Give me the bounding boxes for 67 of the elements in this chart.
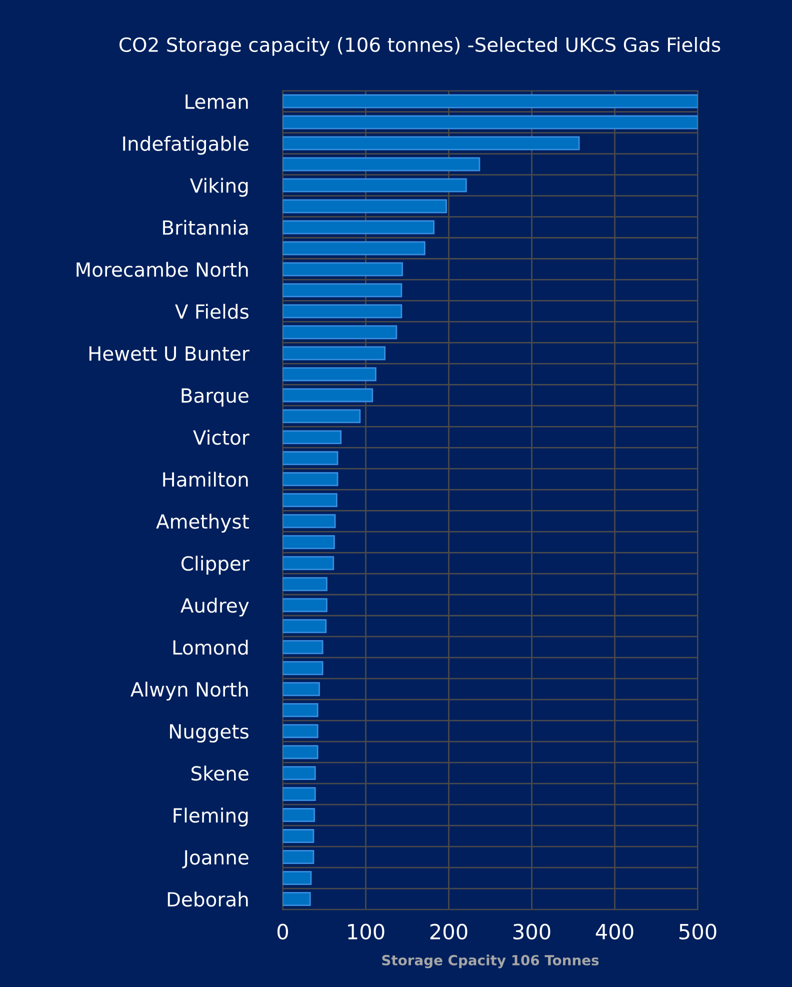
y-tick-label: Barque: [182, 388, 248, 407]
bar: [282, 178, 467, 192]
y-tick-label: Audrey: [180, 598, 249, 617]
y-tick-label: Indefatigable: [123, 136, 248, 155]
bar: [282, 661, 324, 676]
x-tick-label: 400: [596, 924, 634, 940]
bar: [282, 199, 447, 214]
bar: [282, 556, 334, 570]
bar: [282, 850, 314, 864]
bar: [282, 535, 335, 550]
x-tick-label: 300: [513, 924, 550, 940]
bar: [282, 220, 434, 234]
bar: [282, 682, 320, 696]
y-tick-label: Victor: [193, 430, 250, 445]
y-tick-label: Alwyn North: [130, 682, 248, 701]
bar: [282, 367, 376, 382]
y-tick-label: Skene: [192, 766, 248, 781]
y-tick-label: Joanne: [182, 850, 248, 868]
bar: [282, 577, 328, 592]
bar: [282, 283, 402, 298]
bar: [282, 598, 328, 612]
bar: [282, 115, 698, 130]
bar: [282, 787, 316, 802]
x-tick-label: 500: [679, 924, 716, 940]
y-tick-label: Hewett U Bunter: [89, 346, 250, 361]
bar: [282, 430, 342, 444]
bar: [282, 829, 314, 844]
bar: [282, 472, 338, 486]
bar: [282, 493, 338, 508]
bar: [282, 409, 361, 424]
bar: [282, 136, 580, 150]
bar: [282, 640, 324, 654]
y-tick-label: Amethyst: [156, 514, 249, 533]
bar: [282, 724, 318, 738]
bar: [282, 451, 338, 466]
x-axis-title: Storage Cpacity 106 Tonnes: [382, 954, 599, 968]
chart-title: CO2 Storage capacity (106 tonnes) -Selected UKCS Gas Fields: [120, 36, 720, 56]
bar: [282, 703, 318, 718]
x-tick-label: 0: [277, 924, 288, 940]
x-tick-label: 200: [430, 924, 468, 940]
y-tick-label: Clipper: [181, 556, 250, 575]
bar: [282, 871, 312, 886]
y-tick-label: Fleming: [174, 808, 248, 826]
y-tick-label: V Fields: [175, 304, 248, 319]
x-tick-label: 100: [348, 924, 384, 940]
y-tick-label: Viking: [190, 178, 248, 197]
y-tick-label: Lomond: [173, 640, 248, 655]
bar: [282, 304, 402, 318]
y-tick-label: Hamilton: [163, 472, 248, 487]
bar: [282, 619, 327, 634]
bar: [282, 388, 374, 402]
y-tick-label: Nuggets: [170, 724, 248, 743]
bar: [282, 514, 336, 528]
y-tick-label: Britannia: [163, 220, 248, 235]
bar: [282, 766, 316, 780]
y-tick-label: Leman: [186, 94, 248, 109]
bar: [282, 808, 315, 822]
bar: [282, 262, 403, 276]
bar: [282, 94, 698, 108]
y-tick-label: Morecambe North: [76, 262, 248, 277]
bar: [282, 241, 426, 256]
y-tick-label: Deborah: [168, 892, 248, 907]
bar: [282, 346, 386, 360]
bar: [282, 745, 318, 760]
bar: [282, 157, 480, 172]
bar: [282, 892, 311, 906]
bar: [282, 325, 398, 340]
